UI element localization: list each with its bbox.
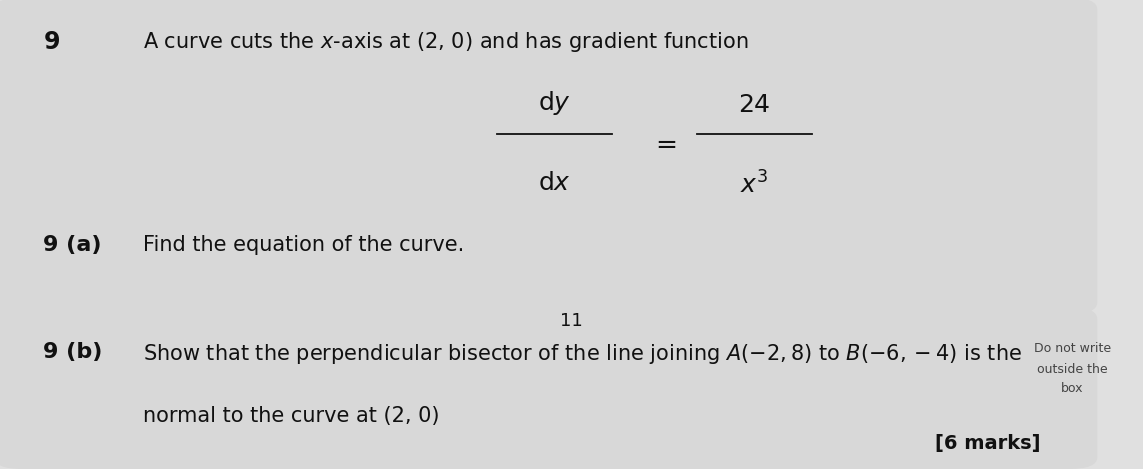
Text: Do not write: Do not write [1033,342,1111,356]
Text: $\mathrm{d}y$: $\mathrm{d}y$ [538,89,570,117]
FancyBboxPatch shape [0,307,1097,469]
Text: $\mathrm{d}x$: $\mathrm{d}x$ [538,171,570,195]
Text: box: box [1061,382,1084,395]
Text: $x^3$: $x^3$ [741,171,768,198]
Text: 9 (a): 9 (a) [43,234,102,255]
Text: outside the: outside the [1037,363,1108,377]
Text: 9: 9 [43,30,59,54]
Text: A curve cuts the $x$-axis at (2, 0) and has gradient function: A curve cuts the $x$-axis at (2, 0) and … [143,30,749,54]
Text: [6 marks]: [6 marks] [935,433,1040,453]
Text: normal to the curve at (2, 0): normal to the curve at (2, 0) [143,406,439,426]
FancyBboxPatch shape [0,0,1097,314]
Text: Show that the perpendicular bisector of the line joining $A(-2, 8)$ to $B(-6, -4: Show that the perpendicular bisector of … [143,342,1022,366]
Text: Find the equation of the curve.: Find the equation of the curve. [143,234,464,255]
Text: 11: 11 [560,312,583,330]
Text: $24$: $24$ [738,93,770,117]
Text: $=$: $=$ [649,131,677,157]
Text: 9 (b): 9 (b) [43,342,103,363]
